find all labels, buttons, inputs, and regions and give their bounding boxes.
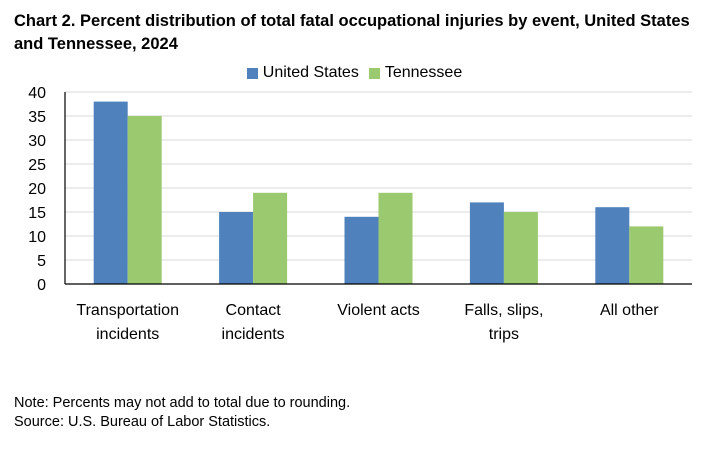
legend-label: Tennessee bbox=[384, 64, 463, 81]
y-tick-label: 15 bbox=[28, 205, 46, 222]
legend-swatch bbox=[246, 67, 258, 79]
source-text: Source: U.S. Bureau of Labor Statistics. bbox=[14, 414, 271, 430]
y-tick-label: 25 bbox=[28, 157, 46, 174]
y-tick-label: 35 bbox=[28, 109, 46, 126]
footnotes: Note: Percents may not add to total due … bbox=[14, 394, 350, 432]
y-tick-label: 20 bbox=[28, 181, 46, 198]
bar-tn bbox=[127, 116, 162, 284]
bar-us bbox=[93, 101, 128, 284]
bar-tn bbox=[378, 192, 413, 284]
note-text: Note: Percents may not add to total due … bbox=[14, 395, 351, 411]
x-tick-label: Falls, slips, bbox=[464, 302, 543, 319]
legend-swatch bbox=[368, 67, 380, 79]
bar-us bbox=[595, 207, 630, 284]
bar-tn bbox=[629, 226, 664, 284]
x-tick-label: Contact bbox=[226, 302, 282, 319]
legend-item-us: United States bbox=[246, 64, 359, 82]
x-tick-label: trips bbox=[489, 326, 519, 343]
y-tick-label: 30 bbox=[28, 133, 46, 150]
x-tick-label: Transportation bbox=[76, 302, 179, 319]
legend: United States Tennessee bbox=[0, 64, 709, 82]
chart-title: Chart 2. Percent distribution of total f… bbox=[14, 12, 690, 53]
bar-us bbox=[344, 216, 379, 284]
x-tick-label: All other bbox=[600, 302, 659, 319]
bar-us bbox=[219, 212, 254, 284]
y-tick-label: 40 bbox=[28, 85, 46, 102]
y-tick-label: 5 bbox=[37, 253, 46, 270]
y-tick-label: 10 bbox=[28, 229, 46, 246]
bar-tn bbox=[253, 192, 288, 284]
x-tick-label: incidents bbox=[96, 326, 159, 343]
y-tick-label: 0 bbox=[37, 277, 46, 294]
legend-item-tn: Tennessee bbox=[368, 64, 463, 82]
x-tick-label: incidents bbox=[222, 326, 285, 343]
bar-us bbox=[469, 202, 504, 284]
bar-tn bbox=[503, 212, 538, 284]
legend-label: United States bbox=[262, 64, 359, 81]
x-tick-label: Violent acts bbox=[337, 302, 419, 319]
